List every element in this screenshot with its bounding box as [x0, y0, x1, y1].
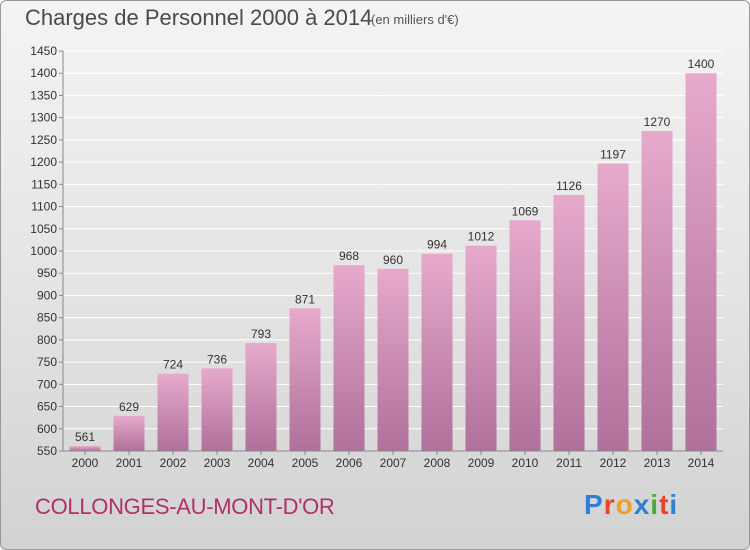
logo-letter: i [669, 489, 679, 520]
y-tick-label: 1050 [30, 222, 57, 236]
y-tick-label: 950 [37, 266, 57, 280]
y-tick-label: 1150 [31, 177, 57, 191]
bar [201, 368, 233, 451]
bar [289, 308, 321, 451]
y-tick-label: 1450 [30, 44, 57, 58]
x-tick-label: 2001 [116, 456, 143, 470]
bar-value-label: 871 [295, 292, 315, 306]
x-tick-label: 2014 [688, 456, 715, 470]
bar-value-label: 1069 [512, 204, 539, 218]
bar-value-label: 793 [251, 327, 271, 341]
x-tick-label: 2013 [644, 456, 671, 470]
bar [509, 220, 541, 451]
x-tick-label: 2003 [204, 456, 231, 470]
logo-letter: P [584, 489, 604, 520]
y-tick-label: 550 [37, 444, 57, 458]
bar [157, 373, 189, 451]
y-tick-label: 800 [37, 333, 57, 347]
bar-value-label: 629 [119, 400, 139, 414]
y-tick-label: 750 [37, 355, 57, 369]
bar [69, 446, 101, 451]
y-tick-label: 1000 [30, 244, 57, 258]
proxiti-logo[interactable]: Proxiti [584, 489, 678, 521]
bar [245, 343, 277, 451]
y-tick-label: 1350 [30, 88, 57, 102]
bar [421, 253, 453, 451]
y-tick-label: 700 [37, 377, 57, 391]
chart-title: Charges de Personnel 2000 à 2014 [25, 5, 373, 30]
bar [641, 131, 673, 451]
x-tick-label: 2008 [424, 456, 451, 470]
bar-value-label: 960 [383, 253, 403, 267]
x-tick-label: 2007 [380, 456, 407, 470]
x-tick-label: 2000 [72, 456, 99, 470]
x-tick-label: 2006 [336, 456, 363, 470]
bar-value-label: 736 [207, 352, 227, 366]
x-tick-label: 2004 [248, 456, 275, 470]
bar [377, 268, 409, 451]
logo-letter: o [615, 489, 634, 520]
bar-value-label: 1126 [556, 179, 582, 193]
x-tick-label: 2012 [600, 456, 627, 470]
y-tick-label: 650 [37, 400, 57, 414]
y-tick-label: 1200 [30, 155, 57, 169]
y-tick-label: 900 [37, 288, 57, 302]
y-tick-label: 600 [37, 422, 57, 436]
y-tick-label: 850 [37, 311, 57, 325]
bar-value-label: 968 [339, 249, 359, 263]
bar-value-label: 724 [163, 358, 183, 372]
x-tick-label: 2011 [556, 456, 582, 470]
y-tick-label: 1400 [30, 66, 57, 80]
bar [113, 415, 145, 451]
bar [597, 163, 629, 451]
bar-value-label: 561 [75, 430, 95, 444]
logo-letter: x [633, 489, 651, 520]
bar [333, 265, 365, 451]
bar [465, 245, 497, 451]
x-tick-label: 2002 [160, 456, 187, 470]
bar-value-label: 994 [427, 238, 447, 252]
bar [553, 195, 585, 451]
x-tick-label: 2009 [468, 456, 495, 470]
x-tick-label: 2010 [512, 456, 539, 470]
y-tick-label: 1300 [30, 111, 57, 125]
bar-value-label: 1400 [688, 57, 715, 71]
y-tick-label: 1250 [30, 133, 57, 147]
logo-letter: t [659, 489, 670, 520]
logo-letter: i [650, 489, 660, 520]
bar [685, 73, 717, 451]
bar-value-label: 1197 [600, 147, 626, 161]
chart-subtitle: (en milliers d'€) [371, 12, 459, 27]
bar-value-label: 1012 [468, 230, 495, 244]
y-tick-label: 1100 [31, 200, 57, 214]
x-tick-label: 2005 [292, 456, 319, 470]
commune-name: COLLONGES-AU-MONT-D'OR [35, 494, 335, 519]
logo-letter: r [603, 489, 616, 520]
bar-value-label: 1270 [644, 115, 671, 129]
